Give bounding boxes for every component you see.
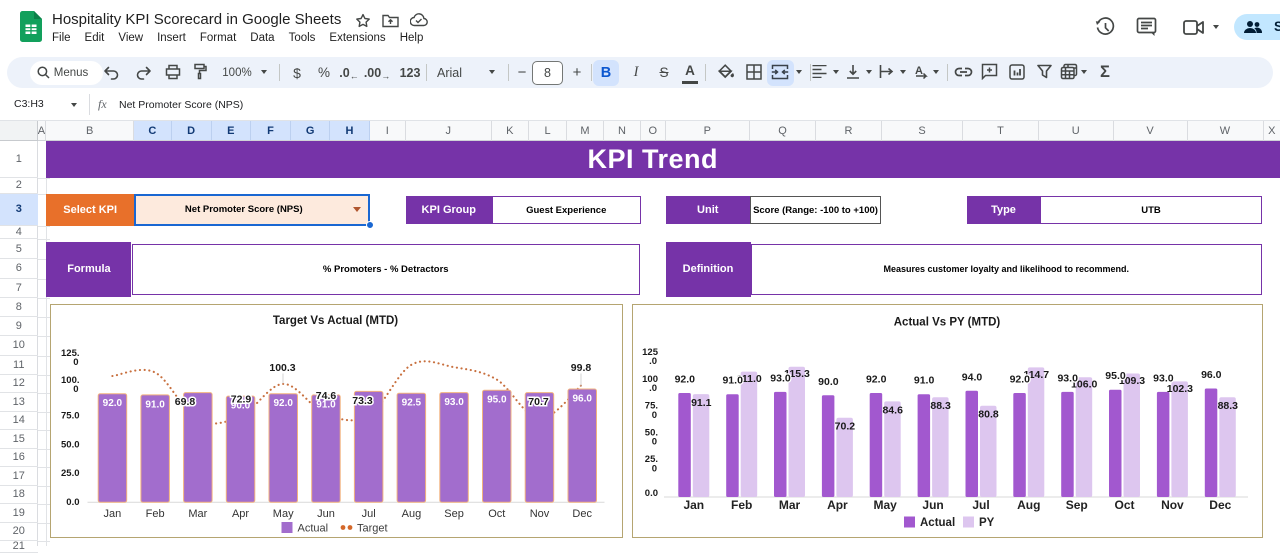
svg-text:A: A — [915, 65, 923, 77]
svg-text:114.7: 114.7 — [1023, 368, 1049, 380]
svg-text:0: 0 — [651, 463, 656, 474]
svg-text:84.6: 84.6 — [882, 404, 903, 416]
svg-text:PY: PY — [979, 517, 995, 529]
svg-text:Mar: Mar — [188, 508, 207, 520]
svg-text:90.0: 90.0 — [231, 401, 251, 412]
svg-text:Apr: Apr — [232, 508, 249, 520]
svg-text:Jan: Jan — [104, 508, 122, 520]
svg-text:111.0: 111.0 — [736, 373, 761, 385]
svg-text:50.0: 50.0 — [61, 440, 80, 451]
svg-text:90.0: 90.0 — [818, 375, 839, 387]
svg-text:95.0: 95.0 — [487, 395, 507, 406]
svg-text:92.5: 92.5 — [402, 398, 422, 409]
svg-text:Actual: Actual — [298, 523, 329, 535]
svg-text:Apr: Apr — [827, 498, 848, 512]
svg-text:92.0: 92.0 — [1009, 373, 1030, 385]
svg-text:80.8: 80.8 — [978, 408, 999, 420]
svg-text:.0: .0 — [649, 356, 657, 367]
svg-text:93.0: 93.0 — [444, 397, 464, 408]
svg-text:88.3: 88.3 — [930, 400, 951, 412]
svg-text:109.3: 109.3 — [1118, 375, 1144, 387]
svg-text:Aug: Aug — [402, 508, 422, 520]
svg-text:95.0: 95.0 — [1105, 370, 1126, 382]
svg-text:Mar: Mar — [778, 498, 800, 512]
svg-text:0.0: 0.0 — [644, 487, 657, 498]
svg-text:69.8: 69.8 — [175, 396, 196, 408]
svg-text:102.3: 102.3 — [1166, 382, 1192, 394]
svg-text:0: 0 — [73, 384, 78, 395]
svg-text:75.: 75. — [644, 400, 657, 411]
svg-text:Oct: Oct — [1114, 498, 1134, 512]
svg-text:Target Vs Actual (MTD): Target Vs Actual (MTD) — [273, 315, 398, 327]
svg-text:91.1: 91.1 — [691, 397, 712, 409]
svg-text:92.0: 92.0 — [273, 398, 293, 409]
svg-text:115.3: 115.3 — [784, 368, 810, 380]
svg-text:93.0: 93.0 — [1057, 372, 1078, 384]
svg-text:25.: 25. — [644, 454, 657, 465]
svg-text:Actual: Actual — [920, 517, 955, 529]
svg-text:96.0: 96.0 — [572, 394, 592, 405]
svg-text:0: 0 — [651, 409, 656, 420]
svg-text:May: May — [273, 508, 294, 520]
svg-text:Actual Vs PY (MTD): Actual Vs PY (MTD) — [893, 316, 1000, 328]
svg-text:88.3: 88.3 — [1217, 400, 1238, 412]
svg-text:Oct: Oct — [488, 508, 505, 520]
svg-text:93.0: 93.0 — [1153, 372, 1174, 384]
svg-text:92.0: 92.0 — [674, 373, 695, 385]
svg-text:Sep: Sep — [444, 508, 464, 520]
svg-text:125.: 125. — [61, 348, 80, 359]
svg-text:Jul: Jul — [972, 498, 989, 512]
svg-text:25.0: 25.0 — [61, 468, 80, 479]
svg-text:91.0: 91.0 — [145, 399, 165, 410]
svg-text:91.0: 91.0 — [316, 399, 336, 410]
svg-text:91.0: 91.0 — [913, 374, 934, 386]
svg-text:Feb: Feb — [731, 498, 752, 512]
svg-text:0: 0 — [73, 357, 78, 368]
svg-text:92.0: 92.0 — [103, 398, 123, 409]
svg-text:125: 125 — [642, 347, 659, 358]
svg-text:100.: 100. — [61, 375, 80, 386]
svg-text:50.: 50. — [644, 427, 657, 438]
svg-text:Target: Target — [357, 523, 388, 535]
svg-text:Jan: Jan — [683, 498, 704, 512]
svg-text:94.0: 94.0 — [961, 371, 982, 383]
svg-text:75.0: 75.0 — [61, 411, 80, 422]
svg-text:93.0: 93.0 — [770, 372, 791, 384]
svg-text:70.7: 70.7 — [528, 396, 549, 408]
svg-text:Feb: Feb — [146, 508, 165, 520]
svg-text:0: 0 — [651, 436, 656, 447]
svg-text:Dec: Dec — [1209, 498, 1231, 512]
svg-text:106.0: 106.0 — [1071, 378, 1097, 390]
svg-text:92.0: 92.0 — [865, 373, 886, 385]
svg-text:96.0: 96.0 — [1201, 369, 1222, 381]
svg-text:73.3: 73.3 — [352, 395, 373, 407]
svg-text:91.0: 91.0 — [722, 374, 743, 386]
svg-text:.0: .0 — [649, 383, 657, 394]
svg-text:Jul: Jul — [362, 508, 376, 520]
svg-text:100: 100 — [642, 373, 658, 384]
svg-text:Dec: Dec — [572, 508, 592, 520]
svg-text:74.6: 74.6 — [316, 390, 337, 402]
svg-text:Jun: Jun — [922, 498, 943, 512]
svg-text:72.9: 72.9 — [231, 394, 252, 406]
svg-text:Jun: Jun — [317, 508, 335, 520]
svg-text:Nov: Nov — [1161, 498, 1184, 512]
svg-text:99.8: 99.8 — [571, 362, 592, 374]
svg-text:70.2: 70.2 — [834, 420, 855, 432]
svg-text:Aug: Aug — [1017, 498, 1040, 512]
svg-text:May: May — [873, 498, 897, 512]
svg-text:0.0: 0.0 — [66, 497, 79, 508]
svg-text:Sep: Sep — [1065, 498, 1087, 512]
svg-text:100.3: 100.3 — [269, 362, 295, 374]
svg-text:Nov: Nov — [530, 508, 550, 520]
